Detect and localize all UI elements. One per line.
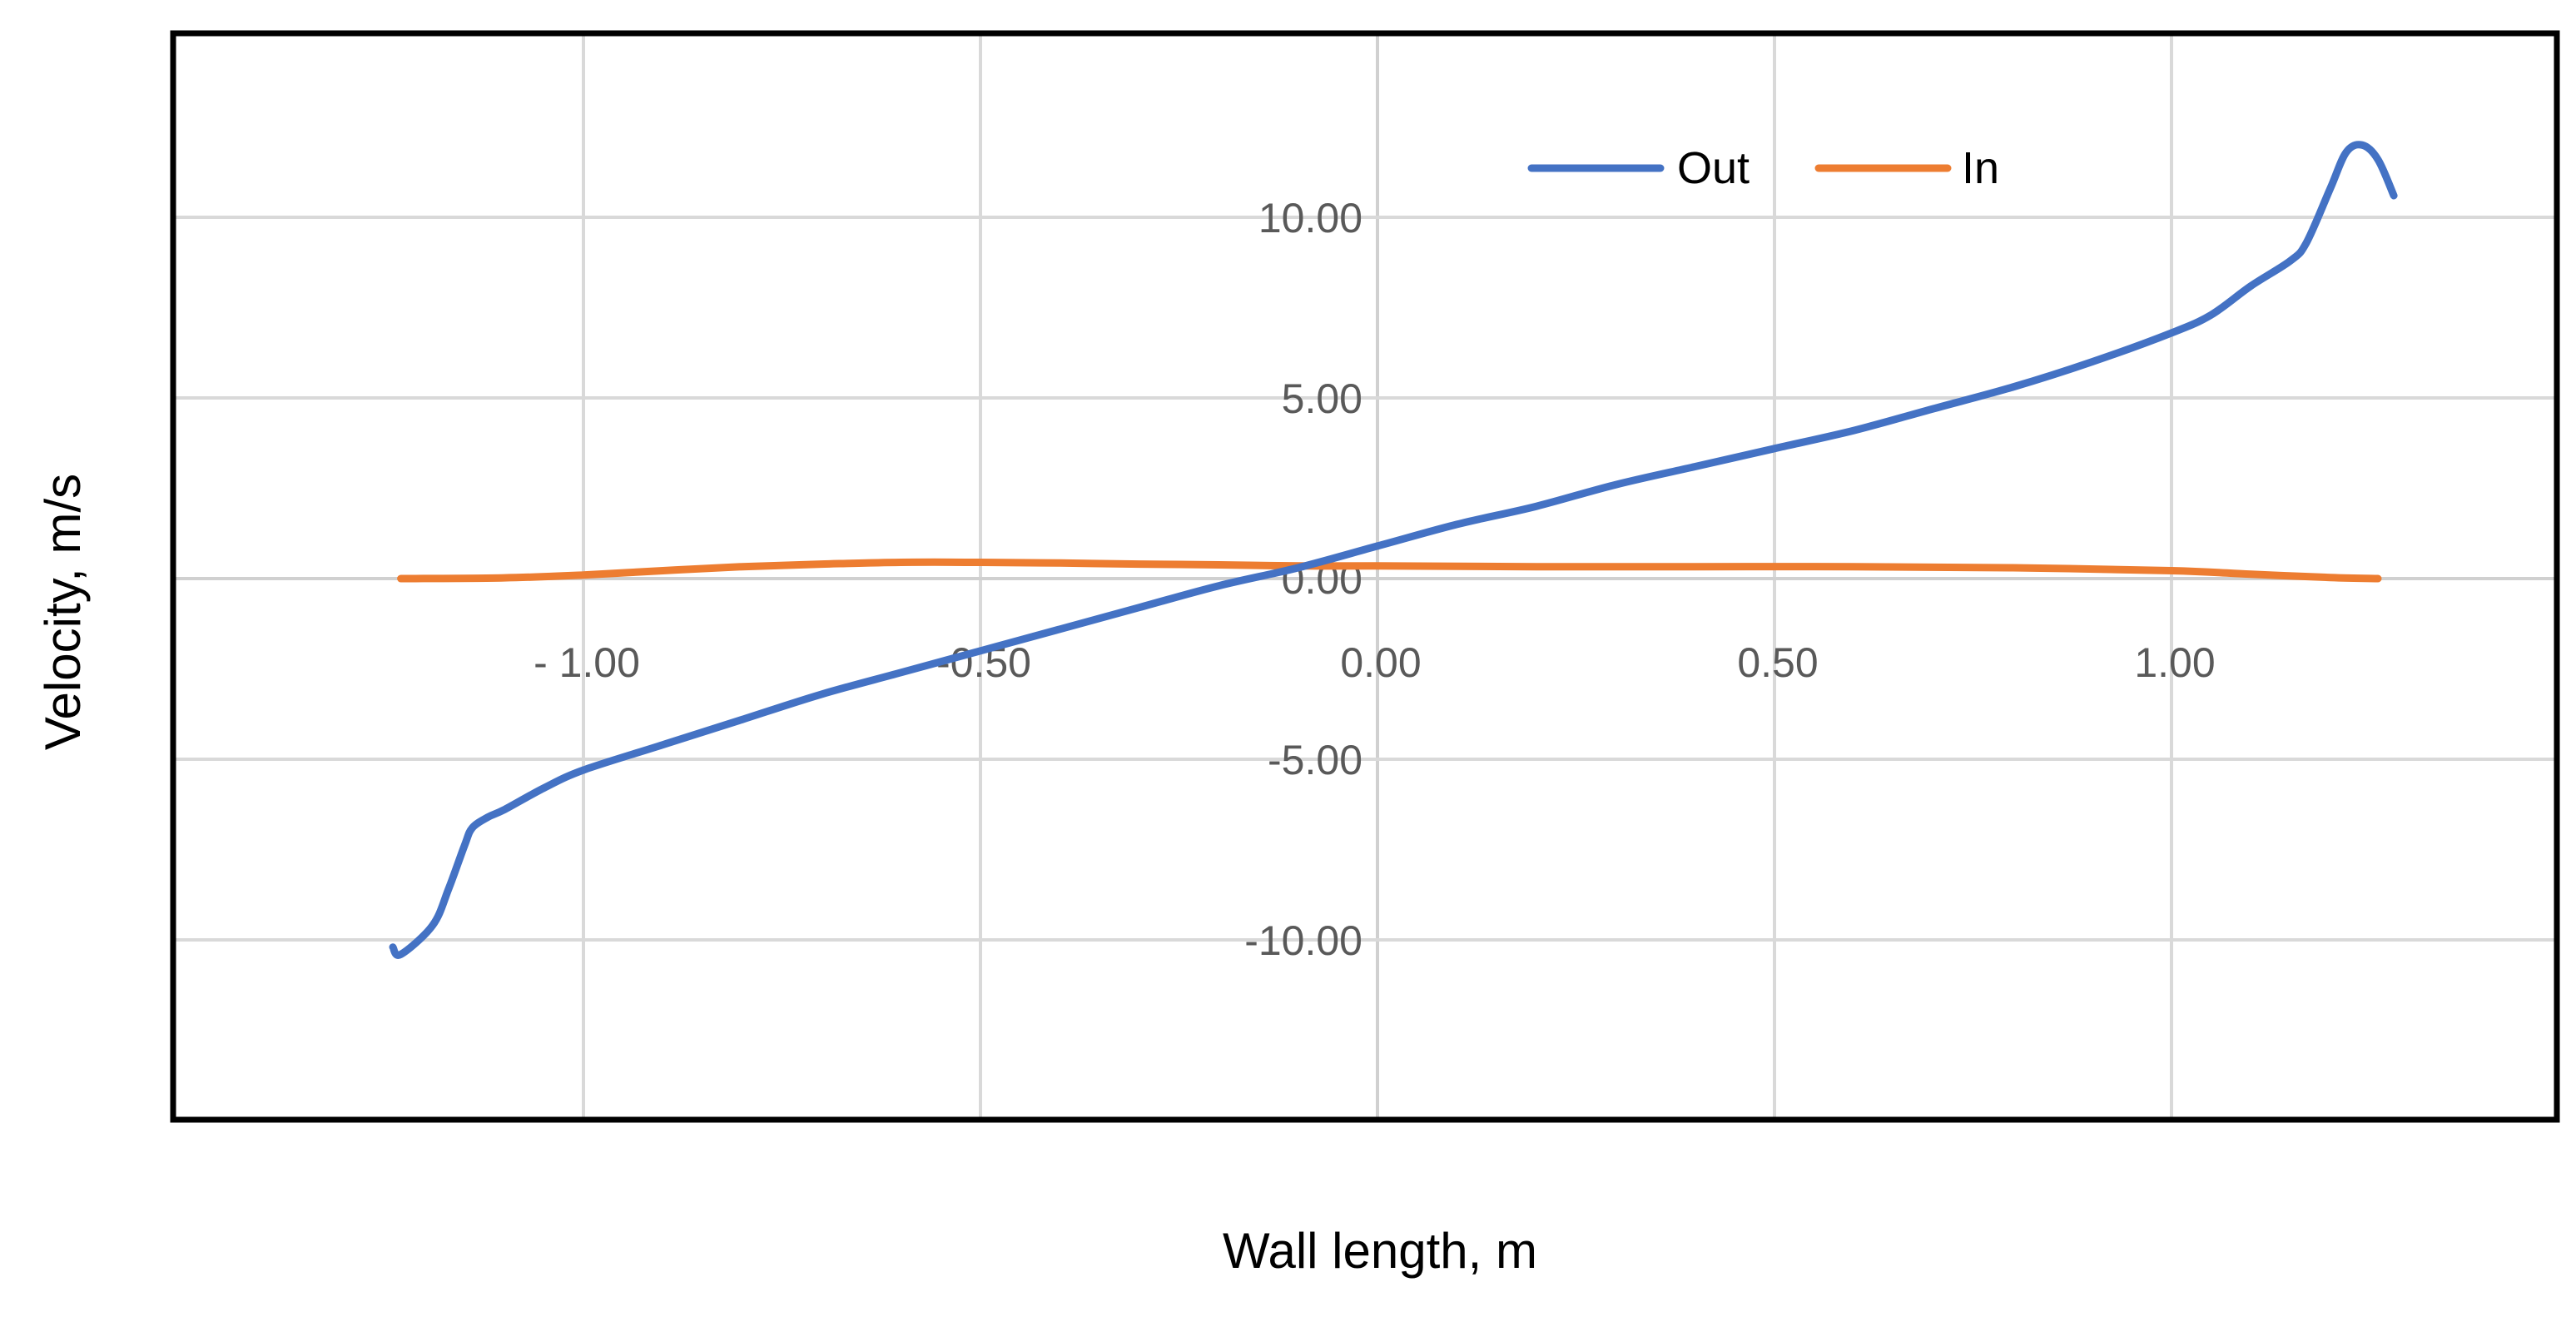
legend: Out In — [1527, 143, 1999, 193]
x-axis-title: Wall length, m — [1223, 1223, 1537, 1279]
x-tick-label: 0.00 — [1340, 639, 1421, 686]
tick-labels: - 1.00 -0.50 0.00 0.50 1.0010.005.000.00-5.0… — [534, 195, 2216, 964]
y-tick-label: 10.00 — [1258, 195, 1362, 241]
gridlines — [173, 33, 2557, 1120]
y-tick-label: -5.00 — [1268, 737, 1362, 783]
x-tick-label: 0.50 — [1737, 639, 1818, 686]
y-axis-title: Velocity, m/s — [35, 474, 91, 750]
series-line-in — [397, 558, 2382, 583]
series-lines — [389, 141, 2398, 959]
series-line-out — [389, 141, 2398, 959]
x-tick-label: - 1.00 — [534, 639, 640, 686]
legend-label-in: In — [1962, 143, 1999, 193]
y-tick-label: 5.00 — [1282, 375, 1362, 422]
plot-frame — [170, 30, 2560, 1123]
x-tick-label: 1.00 — [2134, 639, 2215, 686]
y-tick-label: -10.00 — [1244, 917, 1362, 964]
legend-label-out: Out — [1677, 143, 1750, 193]
